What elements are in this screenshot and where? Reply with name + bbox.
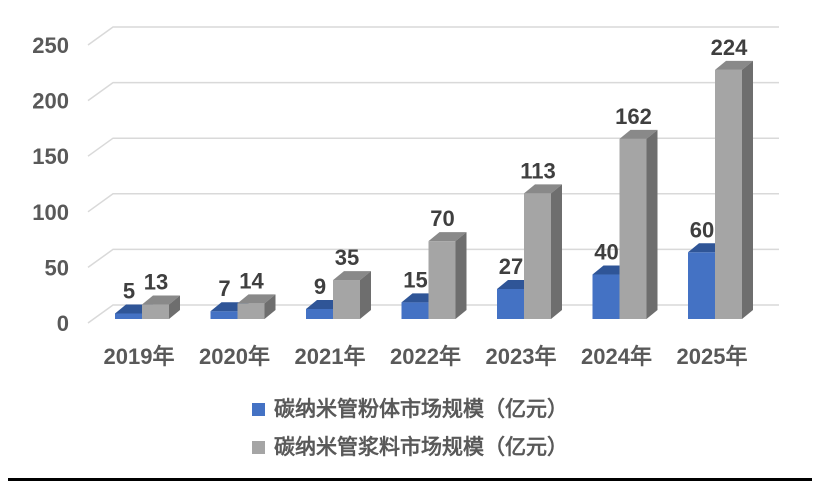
bar-face-front [333, 280, 360, 319]
bar-face-top [524, 184, 562, 194]
y-axis-tick-label: 200 [32, 89, 69, 114]
bar-face-front [401, 302, 429, 319]
y-axis-tick-label: 0 [57, 311, 69, 336]
data-labels: 5 13 7 14 9 35 15 70 27 113 40 162 60 224 [123, 35, 748, 304]
bar-face-front [688, 252, 715, 319]
bar-slurry-2024年 [619, 129, 658, 319]
bar-slurry-2025年 [715, 60, 753, 320]
gridline-150 [87, 137, 779, 157]
bar-face-front [237, 303, 265, 319]
x-axis-tick-label: 2022年 [390, 344, 461, 369]
bar-slurry-2022年 [428, 232, 467, 319]
y-axis-tick-labels: 0 50 100 150 200 250 [32, 33, 69, 336]
legend-item-slurry: 碳纳米管浆料市场规模（亿元） [252, 437, 568, 458]
x-axis-tick-label: 2025年 [677, 344, 748, 369]
legend: 碳纳米管粉体市场规模（亿元） 碳纳米管浆料市场规模（亿元） [0, 399, 820, 458]
bar-face-front [715, 69, 742, 319]
data-label-slurry: 113 [520, 158, 556, 183]
y-axis-tick-label: 250 [32, 33, 69, 58]
bar-face-side [646, 129, 658, 319]
bar-face-front [210, 311, 238, 319]
data-label-slurry: 162 [615, 104, 652, 129]
y-axis-tick-label: 150 [32, 144, 69, 169]
data-label-powder: 9 [314, 274, 326, 299]
legend-label-slurry: 碳纳米管浆料市场规模（亿元） [274, 436, 568, 459]
bar-face-side [742, 60, 753, 320]
gridline-250 [87, 26, 779, 46]
legend-label-powder: 碳纳米管粉体市场规模（亿元） [274, 398, 568, 421]
bar-face-side [360, 271, 371, 319]
data-label-powder: 27 [499, 254, 523, 279]
y-axis-tick-label: 100 [32, 200, 69, 225]
legend-swatch-slurry-icon [252, 441, 265, 454]
data-label-slurry: 14 [239, 268, 264, 293]
data-label-powder: 5 [123, 278, 135, 303]
data-label-slurry: 13 [144, 270, 168, 295]
data-label-slurry: 224 [711, 35, 748, 60]
x-axis-tick-label: 2021年 [295, 344, 366, 369]
x-axis-tick-labels: 2019年 2020年 2021年 2022年 2023年 2024年 2025年 [104, 344, 748, 369]
bar-face-side [551, 184, 562, 319]
data-label-powder: 7 [218, 276, 230, 301]
bar-face-top [428, 232, 467, 242]
bar-slurry-2020年 [237, 294, 276, 319]
bar-face-top [715, 60, 753, 70]
data-label-slurry: 70 [430, 206, 454, 231]
bar-face-front [497, 288, 524, 319]
bars [115, 60, 753, 320]
bar-face-top [619, 129, 658, 139]
gridline-200 [87, 81, 779, 102]
data-label-powder: 40 [594, 240, 618, 265]
x-axis-tick-label: 2020年 [199, 344, 270, 369]
y-axis-tick-label: 50 [45, 255, 69, 280]
legend-item-powder: 碳纳米管粉体市场规模（亿元） [252, 399, 568, 420]
data-label-powder: 15 [403, 267, 427, 292]
bar-face-side [264, 294, 276, 319]
bar-face-front [592, 274, 620, 319]
bar-face-front [524, 193, 551, 319]
bar-slurry-2019年 [142, 295, 180, 319]
bar-face-front [619, 138, 647, 319]
bar-face-top [333, 271, 371, 281]
bar-slurry-2021年 [333, 271, 371, 319]
bar-face-top [142, 295, 180, 305]
bar-face-side [455, 232, 467, 319]
legend-swatch-powder-icon [252, 403, 265, 416]
bottom-divider-line [8, 478, 812, 481]
x-axis-tick-label: 2024年 [581, 344, 652, 369]
bar-face-front [428, 241, 456, 319]
x-axis-tick-label: 2023年 [486, 344, 557, 369]
data-label-slurry: 35 [335, 245, 359, 270]
data-label-powder: 60 [690, 217, 714, 242]
bar-slurry-2023年 [524, 184, 562, 319]
bar-face-side [169, 295, 180, 319]
bar-face-front [306, 308, 333, 319]
x-axis-tick-label: 2019年 [104, 344, 175, 369]
bar-face-top [237, 294, 276, 304]
bar-face-front [142, 304, 169, 319]
bar-face-front [115, 313, 142, 319]
bar-chart-plot: 0 50 100 150 200 250 5 13 7 14 9 35 15 70 27 113 40 162 6… [32, 26, 779, 369]
